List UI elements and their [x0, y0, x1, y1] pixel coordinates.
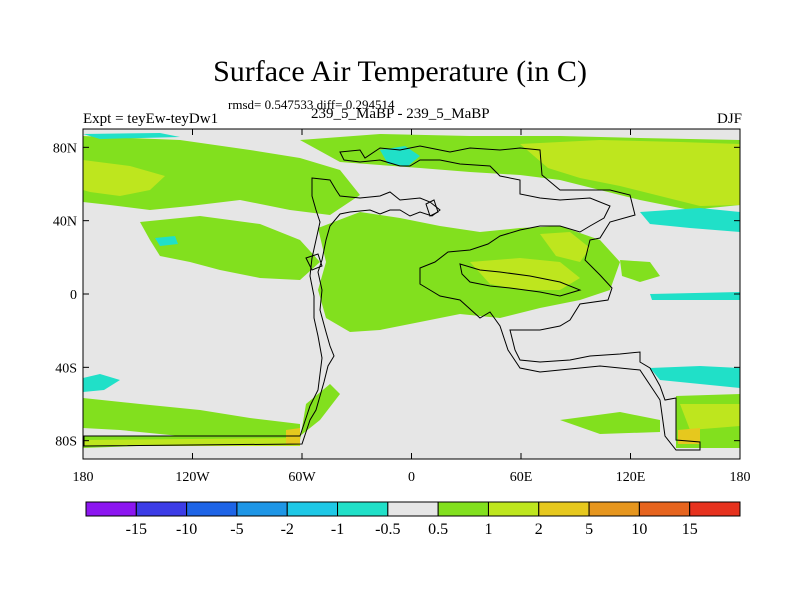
- coastline-islands: [305, 199, 439, 271]
- warm-region-pangea: [318, 212, 620, 332]
- x-tick-label: 120W: [175, 470, 210, 485]
- warm-band-southern-pacific: [83, 398, 300, 440]
- colorbar-swatch: [689, 501, 741, 517]
- warm-strip-80s: [83, 438, 300, 446]
- season-label: DJF: [716, 111, 742, 127]
- colorbar-swatch: [135, 501, 188, 517]
- colorbar-label: 10: [631, 521, 647, 538]
- colorbar-label: 15: [682, 521, 698, 538]
- warm-core-arctic: [520, 140, 740, 206]
- cool-strip-north-pole-west: [83, 133, 180, 139]
- x-tick-label: 120E: [616, 470, 646, 485]
- colorbar-swatch: [186, 501, 238, 517]
- colorbar-label: -5: [230, 521, 243, 538]
- x-tick-label: 180: [73, 470, 94, 485]
- cool-spot-south-west: [83, 374, 120, 392]
- y-tick-label: 40N: [53, 215, 77, 230]
- colorbar-swatch: [236, 501, 288, 517]
- x-tick-label: 0: [408, 470, 415, 485]
- colorbar-label: -2: [281, 521, 294, 538]
- warm-region-sw-tethys: [560, 412, 660, 434]
- colorbar-swatch: [487, 501, 540, 517]
- y-axis: 80N 40N 0 40S 80S: [53, 141, 740, 450]
- figure-title: Surface Air Temperature (in C): [213, 55, 587, 88]
- colorbar-label: 2: [535, 521, 543, 538]
- warm-core-north-pacific: [83, 160, 165, 196]
- experiment-label: Expt = teyEw-teyDw1: [83, 111, 219, 127]
- colorbar-swatch: [638, 501, 691, 517]
- coastline: [339, 145, 701, 451]
- y-tick-label: 80S: [55, 435, 77, 450]
- colorbar-swatch: [588, 501, 640, 517]
- cool-strip-equator-east: [650, 292, 740, 300]
- colorbar-swatch: [437, 501, 489, 517]
- y-tick-label: 0: [70, 288, 77, 303]
- warm-band-equatorial-east: [620, 260, 660, 282]
- colorbar-label: 1: [484, 521, 492, 538]
- cool-spot-arctic: [380, 146, 420, 166]
- warm-band-north-pacific: [83, 136, 360, 215]
- colorbar-swatch: [337, 501, 389, 517]
- x-tick-label: 180: [730, 470, 751, 485]
- colorbar-swatch: [387, 501, 439, 517]
- colorbar-label: 0.5: [428, 521, 448, 538]
- colorbar-label: -0.5: [375, 521, 400, 538]
- case-label: 239_5_MaBP - 239_5_MaBP: [311, 106, 490, 122]
- colorbar: -15 -10 -5 -2 -1 -0.5 0.5 1 2 5 10 15: [85, 501, 741, 538]
- warm-band-tropical-pacific: [140, 216, 320, 280]
- stats-text: rmsd= 0.547533 diff= 0.294514: [228, 97, 395, 112]
- warm-core-pangea-2: [540, 232, 590, 262]
- anomaly-field: [83, 133, 740, 448]
- cool-spot-tropical-west: [155, 236, 178, 246]
- warm-core-pangea: [470, 258, 580, 290]
- x-tick-label: 60W: [288, 470, 316, 485]
- coastline-inner-sea: [459, 263, 582, 297]
- colorbar-swatch: [85, 501, 137, 517]
- x-tick-label: 60E: [510, 470, 533, 485]
- colorbar-label: -1: [331, 521, 344, 538]
- colorbar-swatch: [538, 501, 590, 517]
- colorbar-label: -10: [176, 521, 197, 538]
- warm-pocket-se: [678, 428, 700, 444]
- y-tick-label: 40S: [55, 361, 77, 376]
- warm-core-se-corner: [680, 404, 740, 430]
- colorbar-swatch: [286, 501, 339, 517]
- x-axis: 180 120W 60W 0 60E 120E 180: [73, 129, 751, 485]
- colorbar-label: 5: [585, 521, 593, 538]
- coastline-west-pangea: [83, 177, 441, 447]
- cool-band-north-east: [640, 208, 740, 232]
- y-tick-label: 80N: [53, 141, 77, 156]
- colorbar-label: -15: [126, 521, 147, 538]
- cool-band-south-east: [650, 366, 740, 388]
